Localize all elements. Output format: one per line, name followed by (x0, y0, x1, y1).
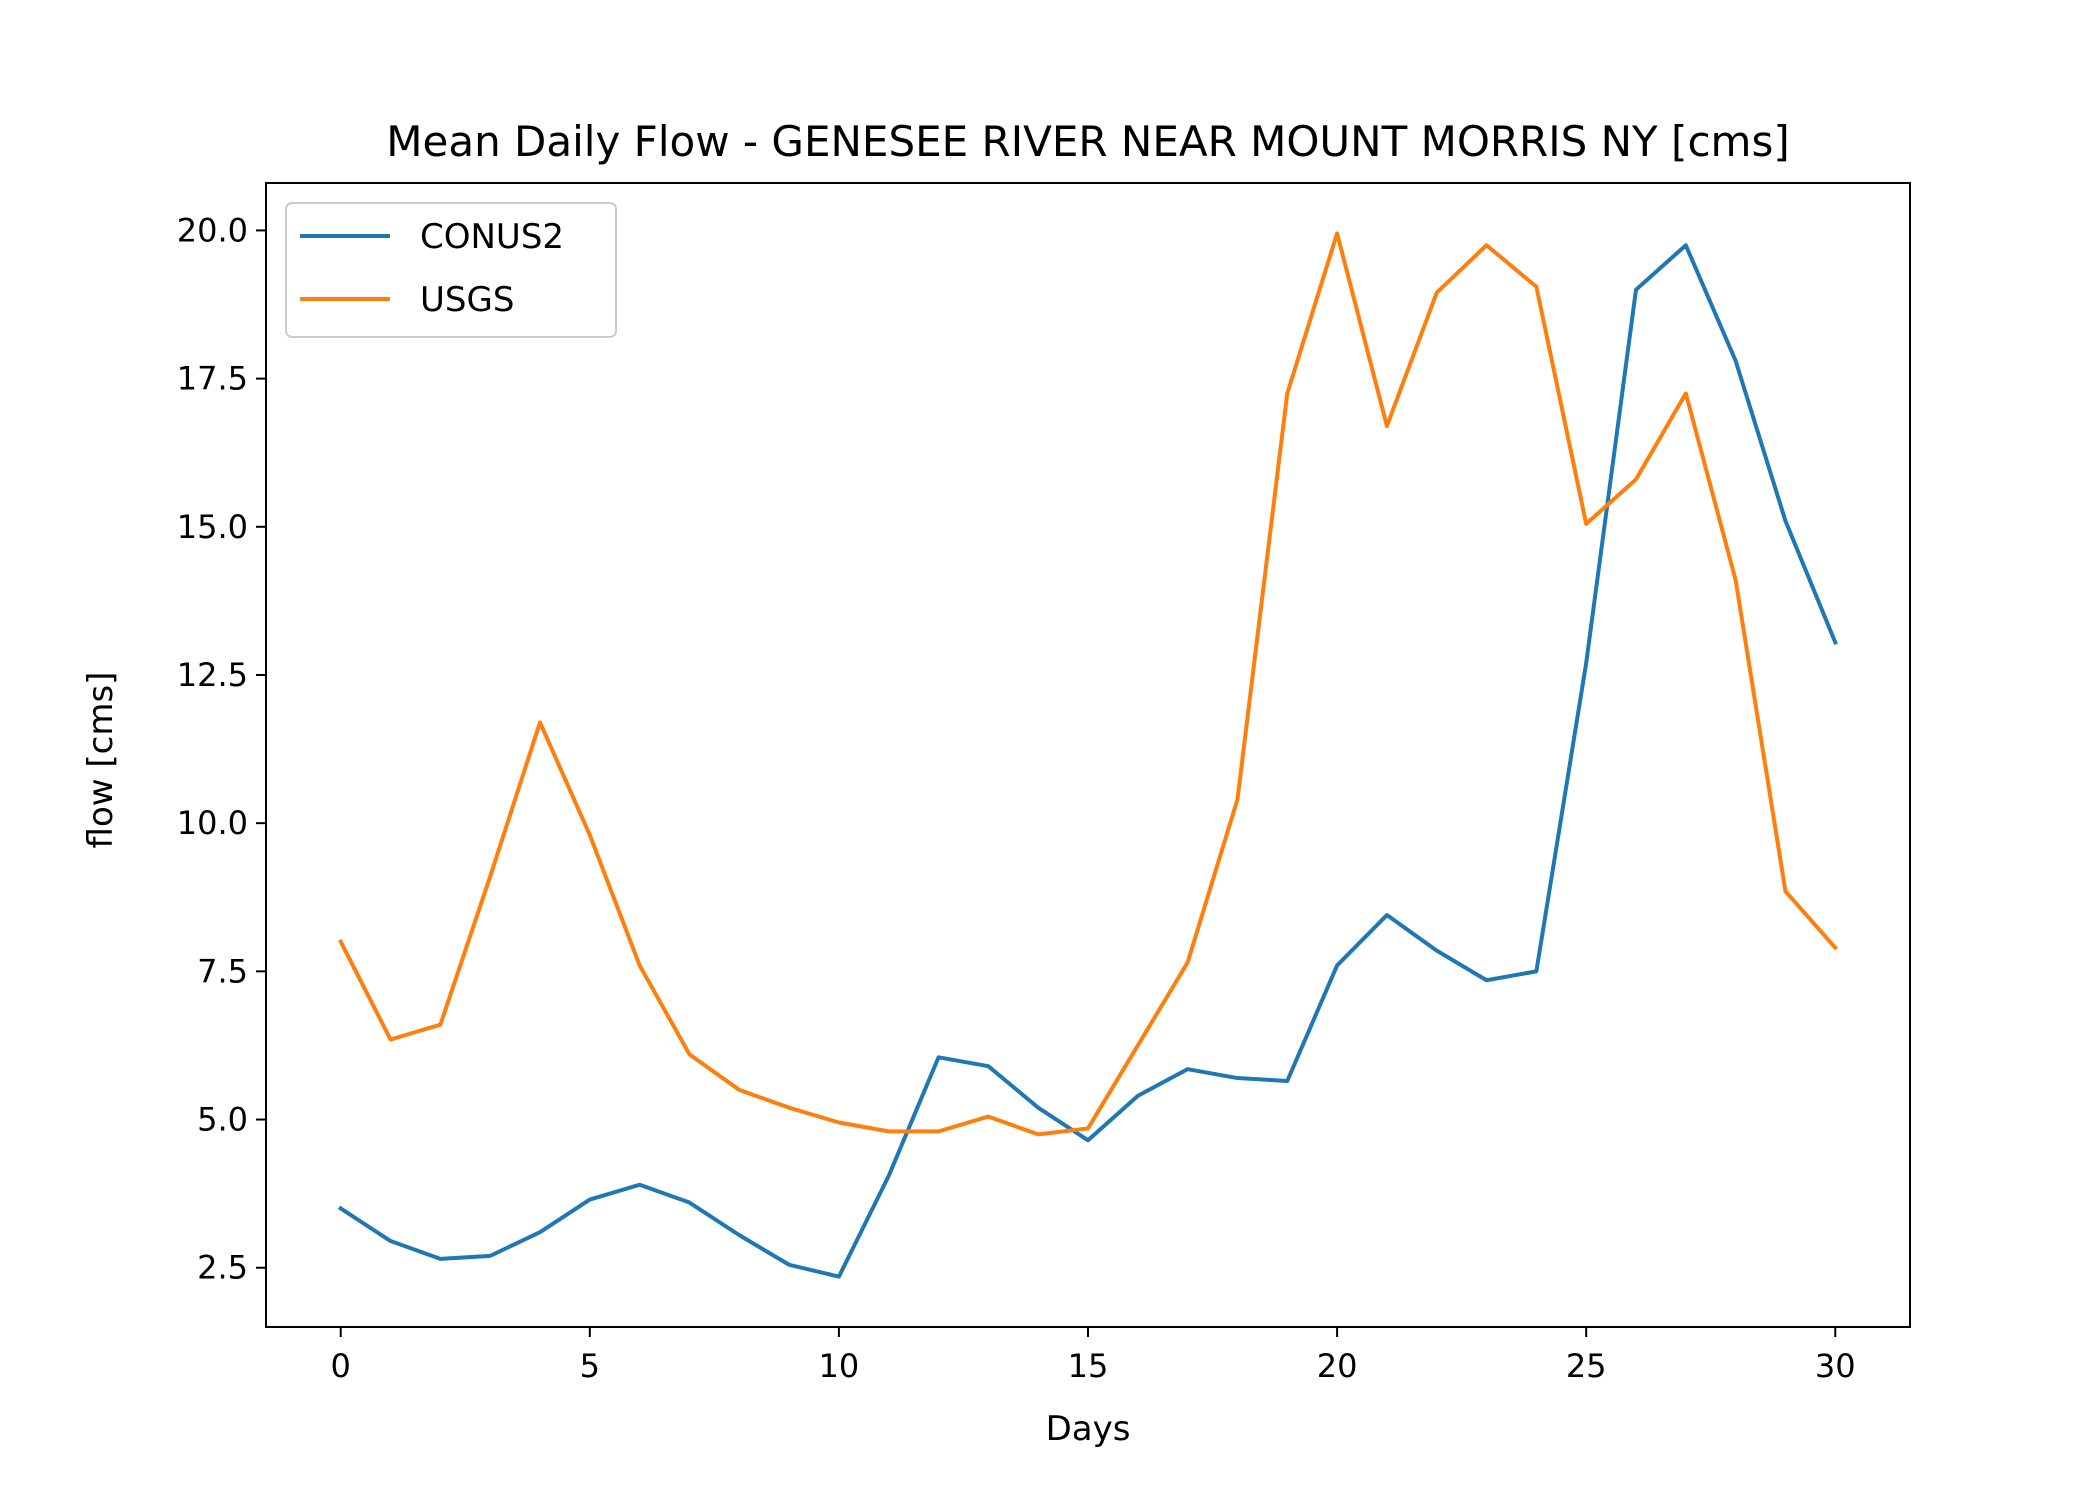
x-tick-label: 0 (331, 1347, 351, 1385)
y-tick-label: 7.5 (197, 952, 248, 990)
series-line-conus2 (337, 243, 1838, 1279)
x-axis-label: Days (1046, 1409, 1131, 1449)
y-tick-label: 15.0 (177, 508, 248, 546)
legend-label-usgs: USGS (420, 280, 514, 320)
y-tick-label: 10.0 (177, 804, 248, 842)
legend-label-conus2: CONUS2 (420, 217, 564, 257)
x-tick-label: 15 (1068, 1347, 1109, 1385)
x-tick-label: 30 (1815, 1347, 1856, 1385)
series-line-usgs (338, 231, 1839, 1137)
legend: CONUS2 USGS (285, 202, 617, 338)
x-tick-label: 5 (580, 1347, 600, 1385)
plot-area: 0 5 10 15 20 25 30 2.5 5.0 7.5 10.0 12.5 15.0 17.5 20.… (177, 182, 1911, 1385)
y-axis-label: flow [cms] (81, 672, 121, 849)
y-tick-label: 20.0 (177, 211, 248, 249)
chart-title: Mean Daily Flow - GENESEE RIVER NEAR MOU… (386, 117, 1789, 166)
y-tick-label: 2.5 (197, 1249, 248, 1287)
x-tick-label: 20 (1317, 1347, 1358, 1385)
x-tick-label: 10 (819, 1347, 860, 1385)
y-tick-label: 17.5 (177, 360, 248, 398)
x-tick-label: 25 (1566, 1347, 1607, 1385)
y-tick-label: 5.0 (197, 1101, 248, 1139)
y-tick-label: 12.5 (177, 656, 248, 694)
